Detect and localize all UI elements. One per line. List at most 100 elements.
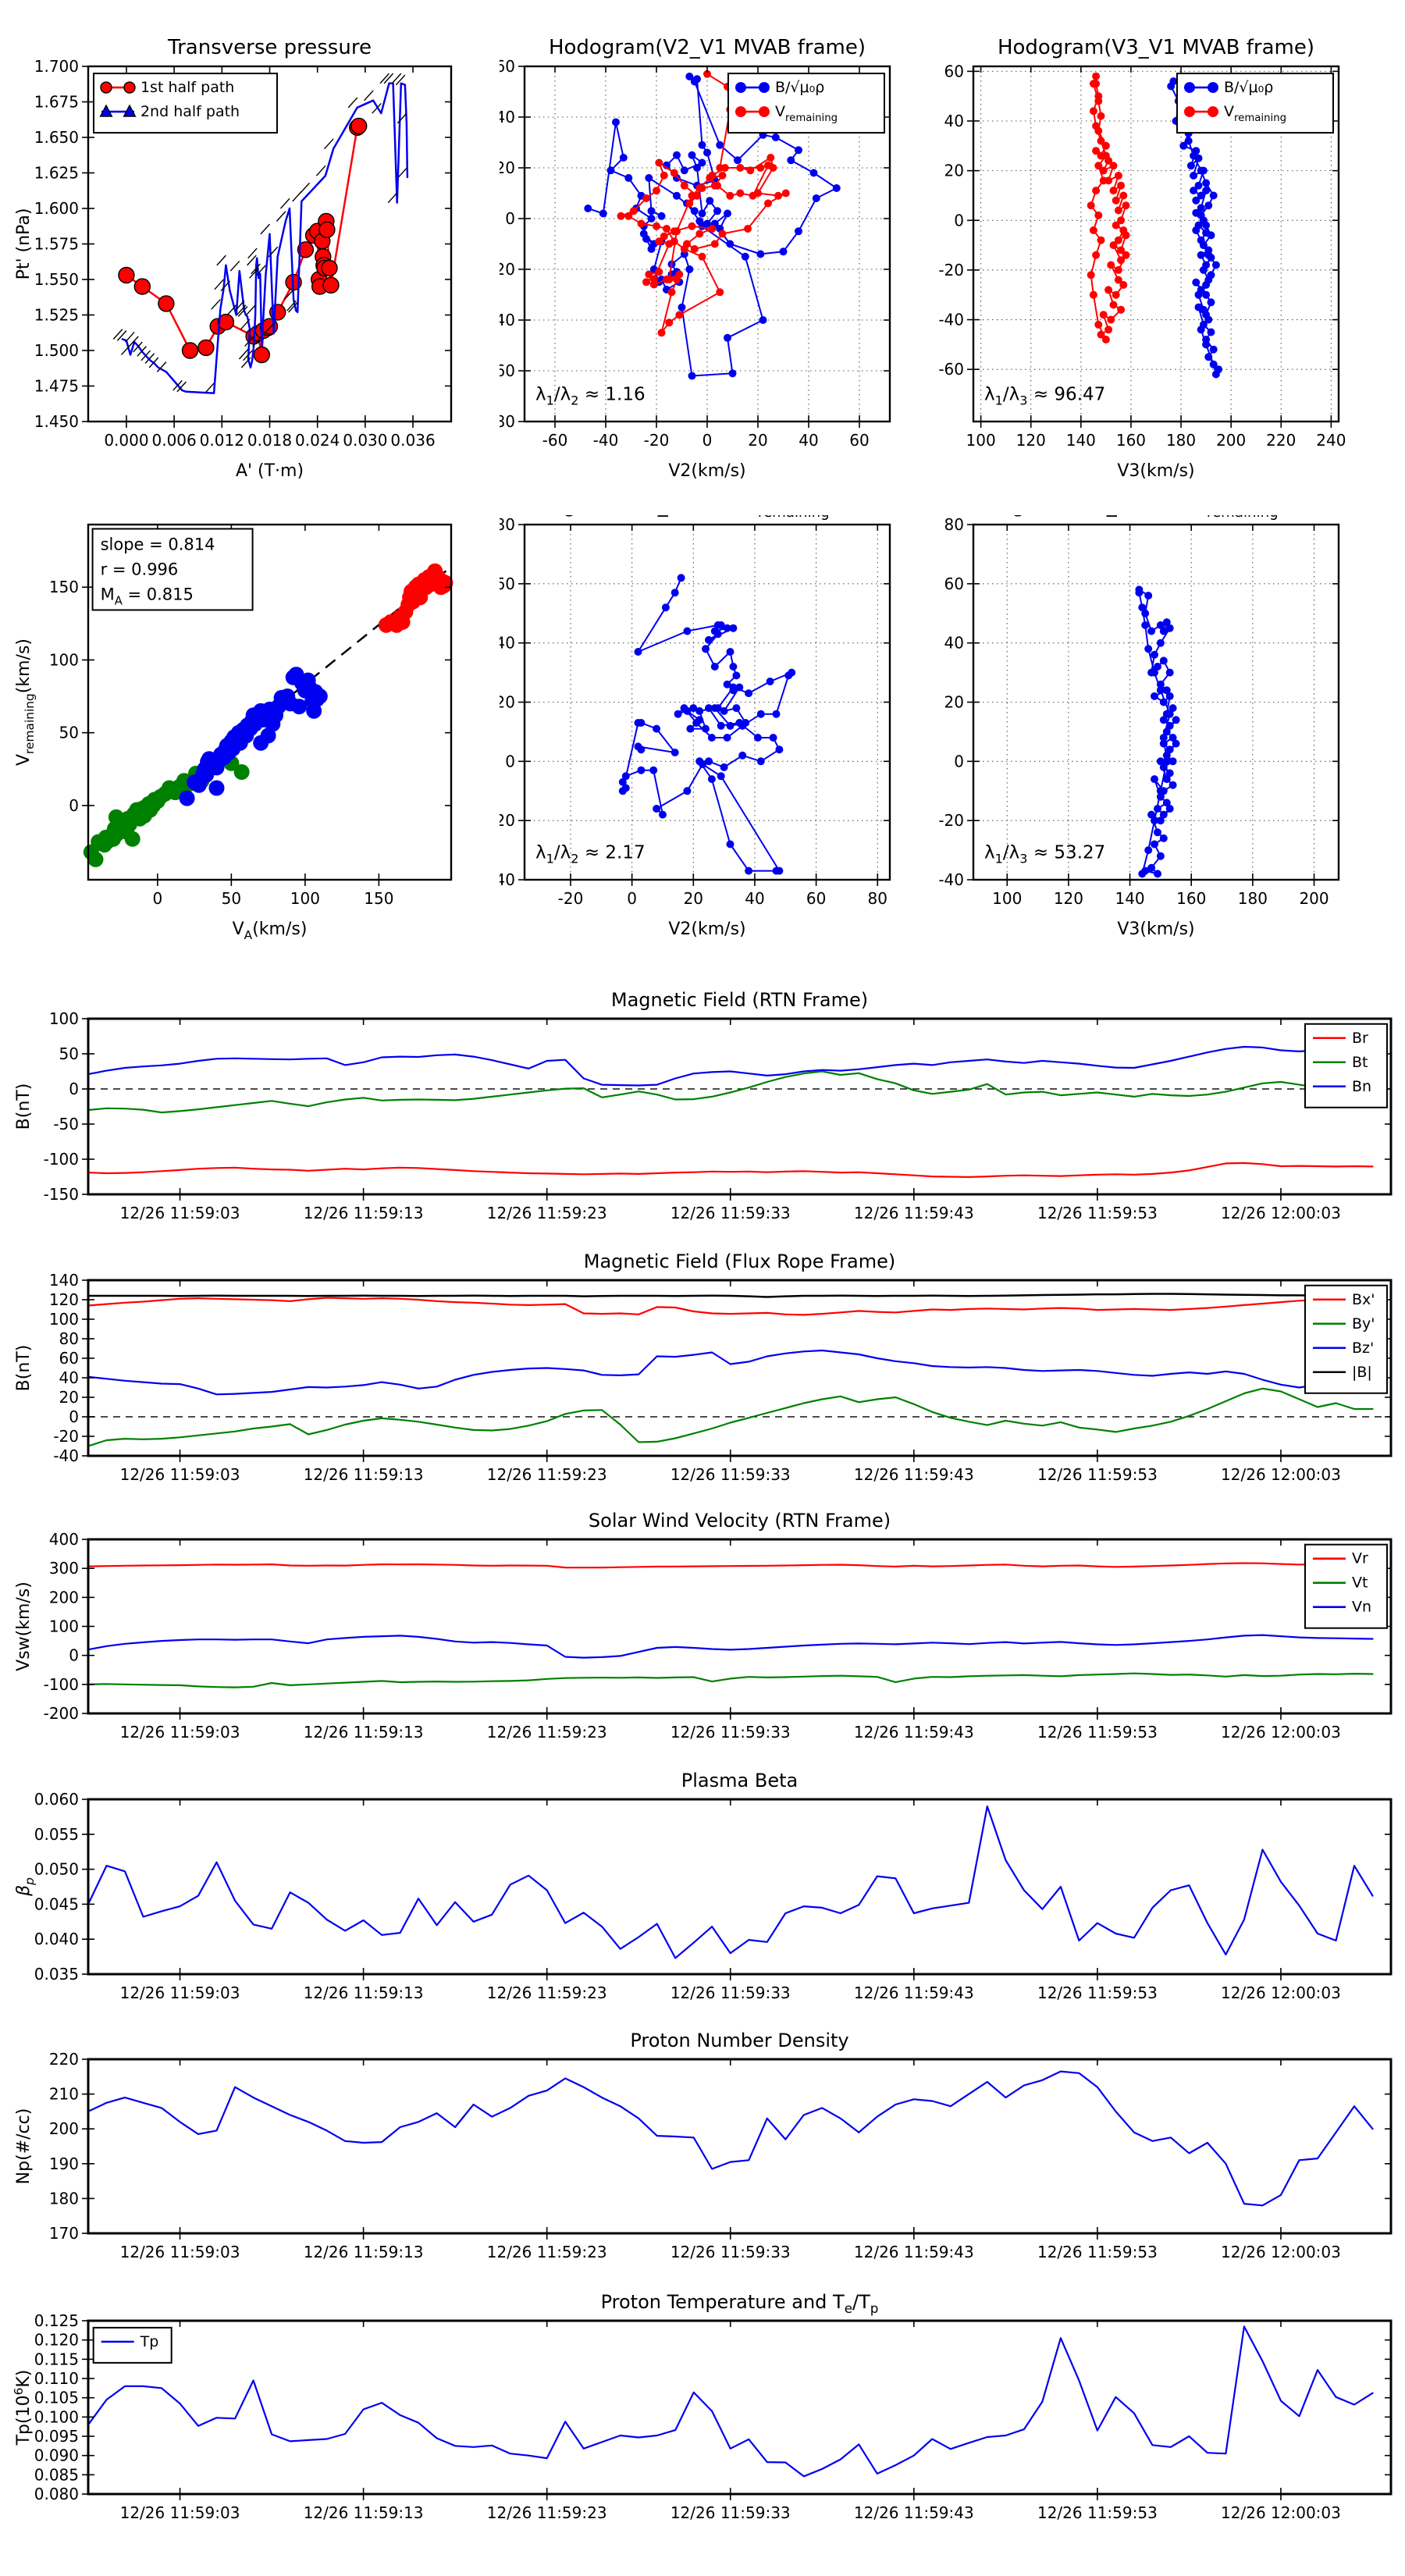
svg-text:200: 200 bbox=[1216, 431, 1246, 450]
svg-text:200: 200 bbox=[1299, 889, 1329, 908]
svg-text:λ1​/λ2​ ≈ 2.17: λ1​/λ2​ ≈ 2.17 bbox=[535, 843, 646, 866]
vsw-canvas: 12/26 11:59:03 12/26 11:59:13 12/26 11:59:… bbox=[0, 1505, 1405, 1764]
svg-text:Hodogram(V2_V1 MVAB frame): Hodogram(V2_V1 MVAB frame) bbox=[549, 36, 866, 59]
svg-text:12/26 11:59:13: 12/26 11:59:13 bbox=[304, 1465, 424, 1484]
svg-text:12/26 11:59:03: 12/26 11:59:03 bbox=[120, 1723, 240, 1742]
hodogram-v3v1-mvab-chart: 100 120 140 160 180 200 220 240 -60 -40 -20 0 20 40 60… bbox=[937, 0, 1405, 515]
svg-text:0.100: 0.100 bbox=[34, 2407, 79, 2426]
svg-text:Vsw(km/s): Vsw(km/s) bbox=[14, 1582, 34, 1671]
svg-text:Magnetic Field (RTN Frame): Magnetic Field (RTN Frame) bbox=[611, 989, 868, 1011]
svg-text:2nd half path: 2nd half path bbox=[140, 103, 240, 120]
svg-text:0.000: 0.000 bbox=[104, 431, 148, 450]
svg-text:V3(km/s): V3(km/s) bbox=[1117, 461, 1194, 481]
svg-text:0.035: 0.035 bbox=[34, 1965, 79, 1984]
svg-text:1.625: 1.625 bbox=[34, 164, 79, 183]
svg-text:60: 60 bbox=[500, 57, 515, 76]
svg-text:1.475: 1.475 bbox=[34, 377, 79, 396]
svg-text:-20: -20 bbox=[500, 260, 515, 279]
svg-text:12/26 11:59:03: 12/26 11:59:03 bbox=[120, 1204, 240, 1222]
svg-text:|B|: |B| bbox=[1352, 1364, 1372, 1381]
svg-text:0.115: 0.115 bbox=[34, 2350, 79, 2368]
svg-text:Plasma Beta: Plasma Beta bbox=[681, 1770, 798, 1791]
svg-text:12/26 11:59:53: 12/26 11:59:53 bbox=[1037, 1984, 1158, 2002]
hodogram-v3v1-mvav-chart: 100120140160180200-40-20020406080Hodogra… bbox=[937, 515, 1405, 976]
svg-text:Bx': Bx' bbox=[1352, 1291, 1375, 1308]
svg-text:1.600: 1.600 bbox=[34, 199, 79, 218]
svg-text:140: 140 bbox=[1115, 889, 1144, 908]
svg-text:1.450: 1.450 bbox=[34, 412, 79, 431]
svg-text:20: 20 bbox=[748, 431, 767, 450]
svg-text:B(nT): B(nT) bbox=[14, 1083, 34, 1130]
svg-text:12/26 11:59:23: 12/26 11:59:23 bbox=[487, 2243, 607, 2261]
svg-text:Vt: Vt bbox=[1352, 1574, 1368, 1592]
solar-wind-velocity-chart: 12/26 11:59:03 12/26 11:59:13 12/26 11:59:… bbox=[0, 1505, 1405, 1764]
beta-canvas: 12/26 11:59:03 12/26 11:59:13 12/26 11:59:… bbox=[0, 1767, 1405, 2026]
svg-text:12/26 11:59:13: 12/26 11:59:13 bbox=[304, 1723, 424, 1742]
svg-text:100: 100 bbox=[49, 1009, 79, 1028]
svg-text:100: 100 bbox=[290, 889, 320, 908]
svg-text:-60: -60 bbox=[938, 360, 964, 379]
svg-text:240: 240 bbox=[1316, 431, 1346, 450]
svg-text:12/26 12:00:03: 12/26 12:00:03 bbox=[1221, 1723, 1341, 1742]
proton-temperature-chart: 12/26 11:59:03 12/26 11:59:13 12/26 11:59:… bbox=[0, 2290, 1405, 2571]
svg-text:0.060: 0.060 bbox=[34, 1790, 79, 1809]
svg-text:0.090: 0.090 bbox=[34, 2446, 79, 2465]
svg-text:-50: -50 bbox=[53, 1115, 79, 1133]
svg-text:-40: -40 bbox=[938, 870, 964, 889]
svg-text:140: 140 bbox=[49, 1271, 79, 1290]
svg-text:12/26 11:59:23: 12/26 11:59:23 bbox=[487, 1465, 607, 1484]
svg-text:20: 20 bbox=[500, 693, 515, 712]
svg-text:Np(#/cc): Np(#/cc) bbox=[14, 2108, 34, 2185]
svg-text:12/26 12:00:03: 12/26 12:00:03 bbox=[1221, 1984, 1341, 2002]
svg-text:Tp(106​K): Tp(106​K) bbox=[12, 2370, 34, 2446]
svg-text:V2(km/s): V2(km/s) bbox=[668, 461, 745, 481]
svg-text:-20: -20 bbox=[500, 811, 515, 830]
svg-text:Hodogram(V3_V1 MVAB frame): Hodogram(V3_V1 MVAB frame) bbox=[998, 36, 1314, 59]
mag_fr-canvas: 12/26 11:59:03 12/26 11:59:13 12/26 11:59:… bbox=[0, 1244, 1405, 1503]
svg-text:300: 300 bbox=[49, 1559, 79, 1578]
svg-text:VA​(km/s): VA​(km/s) bbox=[233, 920, 308, 942]
svg-text:12/26 11:59:23: 12/26 11:59:23 bbox=[487, 2503, 607, 2522]
svg-text:Transverse pressure: Transverse pressure bbox=[167, 36, 372, 59]
hodogram-v2v1-mvab-chart: -60 -40 -20 0 20 40 60 -80 -60 -40 -20 0 20 40 60 Hodog… bbox=[500, 0, 937, 515]
svg-text:80: 80 bbox=[500, 515, 515, 534]
svg-text:12/26 11:59:33: 12/26 11:59:33 bbox=[670, 1204, 791, 1222]
svg-text:λ1​/λ3​ ≈ 53.27: λ1​/λ3​ ≈ 53.27 bbox=[984, 843, 1105, 866]
svg-text:0.012: 0.012 bbox=[200, 431, 244, 450]
svg-text:0.080: 0.080 bbox=[34, 2485, 79, 2503]
svg-text:12/26 11:59:33: 12/26 11:59:33 bbox=[670, 1723, 791, 1742]
svg-text:400: 400 bbox=[49, 1530, 79, 1549]
svg-text:12/26 11:59:43: 12/26 11:59:43 bbox=[854, 2503, 974, 2522]
svg-text:120: 120 bbox=[1054, 889, 1083, 908]
svg-text:80: 80 bbox=[59, 1329, 79, 1348]
svg-text:50: 50 bbox=[222, 889, 241, 908]
svg-text:-200: -200 bbox=[44, 1704, 79, 1723]
svg-text:Bt: Bt bbox=[1352, 1054, 1368, 1071]
svg-text:12/26 11:59:13: 12/26 11:59:13 bbox=[304, 2503, 424, 2522]
svg-text:220: 220 bbox=[1266, 431, 1296, 450]
svg-text:12/26 11:59:33: 12/26 11:59:33 bbox=[670, 2243, 791, 2261]
svg-text:-60: -60 bbox=[542, 431, 568, 450]
svg-text:20: 20 bbox=[59, 1388, 79, 1407]
svg-text:Vr: Vr bbox=[1352, 1550, 1368, 1567]
svg-text:12/26 11:59:03: 12/26 11:59:03 bbox=[120, 2503, 240, 2522]
svg-text:20: 20 bbox=[944, 693, 964, 712]
svg-text:60: 60 bbox=[944, 62, 964, 80]
svg-text:60: 60 bbox=[806, 889, 826, 908]
svg-text:0.125: 0.125 bbox=[34, 2311, 79, 2330]
svg-text:0: 0 bbox=[69, 1407, 79, 1426]
svg-text:A' (T·m): A' (T·m) bbox=[236, 461, 304, 481]
svg-text:190: 190 bbox=[49, 2154, 79, 2173]
svg-text:1.500: 1.500 bbox=[34, 341, 79, 360]
svg-text:80: 80 bbox=[868, 889, 887, 908]
svg-text:170: 170 bbox=[49, 2224, 79, 2243]
svg-text:12/26 11:59:43: 12/26 11:59:43 bbox=[854, 1984, 974, 2002]
magnetic-field-fluxrope-chart: 12/26 11:59:03 12/26 11:59:13 12/26 11:59:… bbox=[0, 1244, 1405, 1503]
svg-text:0.095: 0.095 bbox=[34, 2427, 79, 2446]
svg-text:12/26 12:00:03: 12/26 12:00:03 bbox=[1221, 2243, 1341, 2261]
svg-text:40: 40 bbox=[500, 634, 515, 653]
svg-text:0.055: 0.055 bbox=[34, 1825, 79, 1844]
svg-text:0.045: 0.045 bbox=[34, 1895, 79, 1913]
